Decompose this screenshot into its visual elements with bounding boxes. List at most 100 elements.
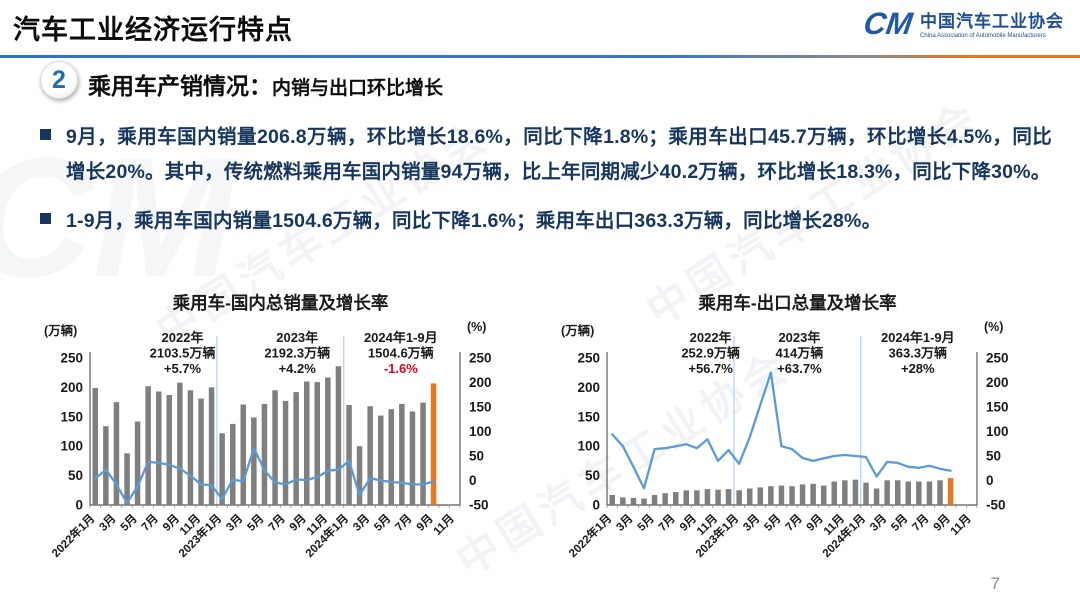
svg-text:0: 0 bbox=[469, 473, 477, 488]
section-subtitle: 内销与出口环比增长 bbox=[272, 78, 444, 99]
chart-title: 乘用车-出口总量及增长率 bbox=[697, 293, 896, 313]
caam-logo-name-cn: 中国汽车工业协会 bbox=[920, 12, 1064, 31]
svg-text:0: 0 bbox=[986, 473, 994, 488]
svg-text:2022年1月: 2022年1月 bbox=[566, 511, 615, 560]
svg-text:7月: 7月 bbox=[266, 512, 288, 534]
bullet-square-icon bbox=[40, 129, 51, 140]
svg-text:7月: 7月 bbox=[393, 512, 415, 534]
svg-text:250: 250 bbox=[986, 351, 1009, 366]
x-tick-marks bbox=[89, 505, 461, 508]
svg-text:50: 50 bbox=[585, 468, 600, 483]
annotations: 2022年 252.9万辆+56.7% 2023年 414万辆+63.7% 2024年1… bbox=[681, 330, 954, 376]
svg-text:250: 250 bbox=[60, 351, 83, 366]
svg-text:7月: 7月 bbox=[656, 512, 678, 534]
right-axis-title: (%) bbox=[984, 320, 1003, 334]
annotations: 2022年 2103.5万辆+5.7% 2023年 2192.3万辆+4.2% 2024… bbox=[150, 330, 438, 376]
caam-logo: CM 中国汽车工业协会 China Association of Automob… bbox=[861, 5, 1064, 41]
svg-text:200: 200 bbox=[577, 380, 600, 395]
bullet-text: 1-9月，乘用车国内销量1504.6万辆，同比下降1.6%；乘用车出口363.3… bbox=[66, 210, 882, 233]
svg-text:250: 250 bbox=[577, 351, 600, 366]
svg-text:150: 150 bbox=[60, 409, 83, 424]
bullet-square-icon bbox=[40, 213, 51, 225]
svg-text:3月: 3月 bbox=[224, 512, 246, 534]
left-axis-ticks: 0 50 100 150 200 250 bbox=[577, 351, 600, 513]
svg-text:200: 200 bbox=[986, 375, 1009, 390]
svg-text:2022年1月: 2022年1月 bbox=[49, 511, 98, 560]
growth-line bbox=[94, 447, 435, 505]
left-axis-title: (万辆) bbox=[44, 323, 77, 338]
svg-text:5月: 5月 bbox=[635, 512, 657, 534]
bullet-text: 9月，乘用车国内销量206.8万辆，环比增长18.6%，同比下降1.8%；乘用车… bbox=[66, 126, 1052, 184]
svg-text:200: 200 bbox=[60, 380, 83, 395]
svg-text:150: 150 bbox=[469, 400, 492, 415]
svg-text:-50: -50 bbox=[469, 498, 489, 513]
right-axis-ticks: -50 0 50 100 150 200 250 bbox=[986, 351, 1009, 513]
svg-text:7月: 7月 bbox=[139, 512, 161, 534]
svg-text:250: 250 bbox=[469, 351, 492, 366]
svg-text:150: 150 bbox=[986, 400, 1009, 415]
svg-text:7月: 7月 bbox=[910, 512, 932, 534]
svg-text:11月: 11月 bbox=[948, 512, 974, 538]
section-number-badge: 2 bbox=[40, 61, 78, 99]
svg-text:5月: 5月 bbox=[889, 512, 911, 534]
year-separators bbox=[216, 336, 345, 505]
domestic-sales-chart-svg: 乘用车-国内总销量及增长率 (万辆) (%) 0 50 100 150 200 250 -50 0 5… bbox=[44, 293, 492, 560]
svg-text:3月: 3月 bbox=[741, 512, 763, 534]
svg-text:50: 50 bbox=[68, 468, 83, 483]
bars-series bbox=[92, 366, 437, 505]
section-title: 乘用车产销情况： bbox=[88, 73, 272, 99]
left-axis-ticks: 0 50 100 150 200 250 bbox=[60, 351, 83, 513]
svg-text:50: 50 bbox=[469, 449, 484, 464]
svg-text:3月: 3月 bbox=[867, 512, 889, 534]
svg-text:100: 100 bbox=[60, 439, 83, 454]
right-axis-ticks: -50 0 50 100 150 200 250 bbox=[469, 351, 492, 513]
svg-text:200: 200 bbox=[469, 375, 492, 390]
svg-text:100: 100 bbox=[986, 424, 1009, 439]
bullet-list: 9月，乘用车国内销量206.8万辆，环比增长18.6%，同比下降1.8%；乘用车… bbox=[40, 120, 1052, 253]
svg-text:5月: 5月 bbox=[118, 512, 140, 534]
chart-title: 乘用车-国内总销量及增长率 bbox=[172, 293, 389, 313]
svg-text:100: 100 bbox=[469, 424, 492, 439]
caam-logo-icon: CM bbox=[861, 5, 915, 41]
svg-text:5月: 5月 bbox=[762, 512, 784, 534]
export-volume-chart-svg: 乘用车-出口总量及增长率 (万辆) (%) 0 50 100 150 200 250 -50 0 50… bbox=[561, 293, 1009, 560]
year-separators bbox=[733, 336, 862, 505]
bullet-item: 9月，乘用车国内销量206.8万辆，环比增长18.6%，同比下降1.8%；乘用车… bbox=[40, 120, 1052, 190]
svg-text:5月: 5月 bbox=[372, 512, 394, 534]
right-axis-title: (%) bbox=[467, 320, 486, 334]
growth-line bbox=[611, 371, 952, 490]
svg-text:150: 150 bbox=[577, 409, 600, 424]
charts-row: 乘用车-国内总销量及增长率 (万辆) (%) 0 50 100 150 200 250 -50 0 5… bbox=[28, 290, 1050, 595]
svg-text:3月: 3月 bbox=[350, 512, 372, 534]
section-heading: 乘用车产销情况： 内销与出口环比增长 bbox=[88, 67, 443, 101]
page-number: 7 bbox=[990, 574, 1000, 593]
caam-logo-name-en: China Association of Automobile Manufact… bbox=[920, 33, 1046, 39]
bars-series bbox=[609, 478, 954, 505]
svg-text:0: 0 bbox=[75, 498, 83, 513]
svg-text:3月: 3月 bbox=[614, 512, 636, 534]
svg-text:-50: -50 bbox=[986, 498, 1006, 513]
export-volume-chart: 乘用车-出口总量及增长率 (万辆) (%) 0 50 100 150 200 250 -50 0 50… bbox=[545, 290, 1050, 595]
svg-text:11月: 11月 bbox=[431, 512, 457, 538]
header-divider bbox=[0, 55, 1080, 58]
svg-text:3月: 3月 bbox=[97, 512, 119, 534]
svg-text:5月: 5月 bbox=[245, 512, 267, 534]
left-axis-title: (万辆) bbox=[561, 323, 594, 338]
bullet-item: 1-9月，乘用车国内销量1504.6万辆，同比下降1.6%；乘用车出口363.3… bbox=[40, 204, 1052, 239]
svg-text:0: 0 bbox=[592, 498, 600, 513]
svg-text:100: 100 bbox=[577, 439, 600, 454]
svg-text:7月: 7月 bbox=[783, 512, 805, 534]
page-title: 汽车工业经济运行特点 bbox=[13, 15, 293, 45]
domestic-sales-chart: 乘用车-国内总销量及增长率 (万辆) (%) 0 50 100 150 200 250 -50 0 5… bbox=[28, 290, 533, 595]
x-tick-marks bbox=[606, 505, 978, 508]
svg-text:50: 50 bbox=[986, 449, 1001, 464]
